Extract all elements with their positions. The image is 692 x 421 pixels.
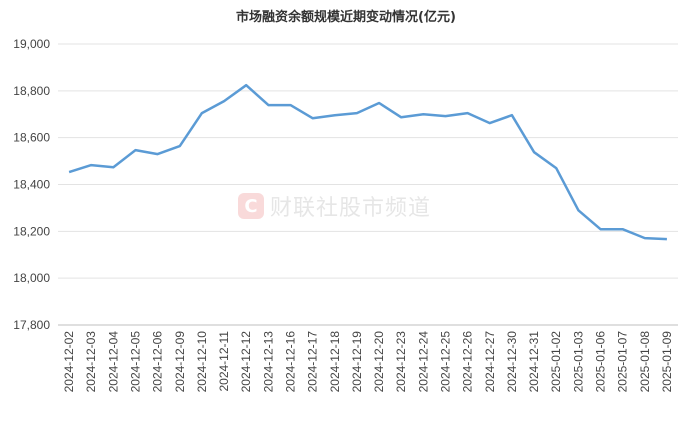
watermark-text: 财联社股市频道	[270, 196, 432, 221]
x-tick-label: 2024-12-06	[151, 331, 165, 393]
x-tick-label: 2024-12-13	[261, 331, 275, 393]
y-tick-label: 18,400	[13, 178, 50, 192]
x-tick-label: 2025-01-03	[571, 331, 585, 393]
y-tick-label: 18,000	[13, 271, 50, 285]
x-tick-label: 2025-01-09	[660, 331, 674, 393]
x-tick-label: 2024-12-16	[284, 331, 298, 393]
x-tick-label: 2024-12-12	[239, 331, 253, 393]
y-tick-label: 18,200	[13, 224, 50, 238]
x-tick-label: 2024-12-19	[350, 331, 364, 393]
x-tick-label: 2024-12-25	[439, 331, 453, 393]
x-tick-label: 2025-01-08	[638, 331, 652, 393]
y-tick-label: 19,000	[13, 37, 50, 51]
x-tick-label: 2024-12-10	[195, 331, 209, 393]
x-tick-label: 2025-01-02	[549, 331, 563, 393]
x-tick-label: 2024-12-18	[328, 331, 342, 393]
x-tick-label: 2024-12-03	[84, 331, 98, 393]
watermark-logo-icon: C	[238, 193, 264, 219]
y-tick-label: 17,800	[13, 318, 50, 332]
y-tick-label: 18,800	[13, 84, 50, 98]
watermark: C 财联社股市频道	[238, 190, 431, 222]
x-tick-label: 2024-12-20	[372, 331, 386, 393]
x-tick-label: 2024-12-09	[173, 331, 187, 393]
x-tick-label: 2024-12-04	[106, 331, 120, 393]
x-tick-label: 2024-12-31	[527, 331, 541, 393]
x-tick-label: 2024-12-05	[129, 331, 143, 393]
x-tick-label: 2024-12-26	[461, 331, 475, 393]
x-tick-label: 2024-12-02	[62, 331, 76, 393]
series-line	[68, 83, 667, 241]
x-tick-label: 2025-01-06	[594, 331, 608, 393]
x-tick-label: 2024-12-27	[483, 331, 497, 393]
x-tick-label: 2024-12-30	[505, 331, 519, 393]
x-tick-label: 2024-12-23	[394, 331, 408, 393]
x-tick-label: 2024-12-11	[217, 331, 231, 392]
chart-title: 市场融资余额规模近期变动情况(亿元)	[236, 10, 456, 25]
x-tick-label: 2024-12-24	[416, 331, 430, 393]
x-tick-label: 2025-01-07	[616, 331, 630, 393]
x-tick-label: 2024-12-17	[306, 331, 320, 393]
y-tick-label: 18,600	[13, 131, 50, 145]
